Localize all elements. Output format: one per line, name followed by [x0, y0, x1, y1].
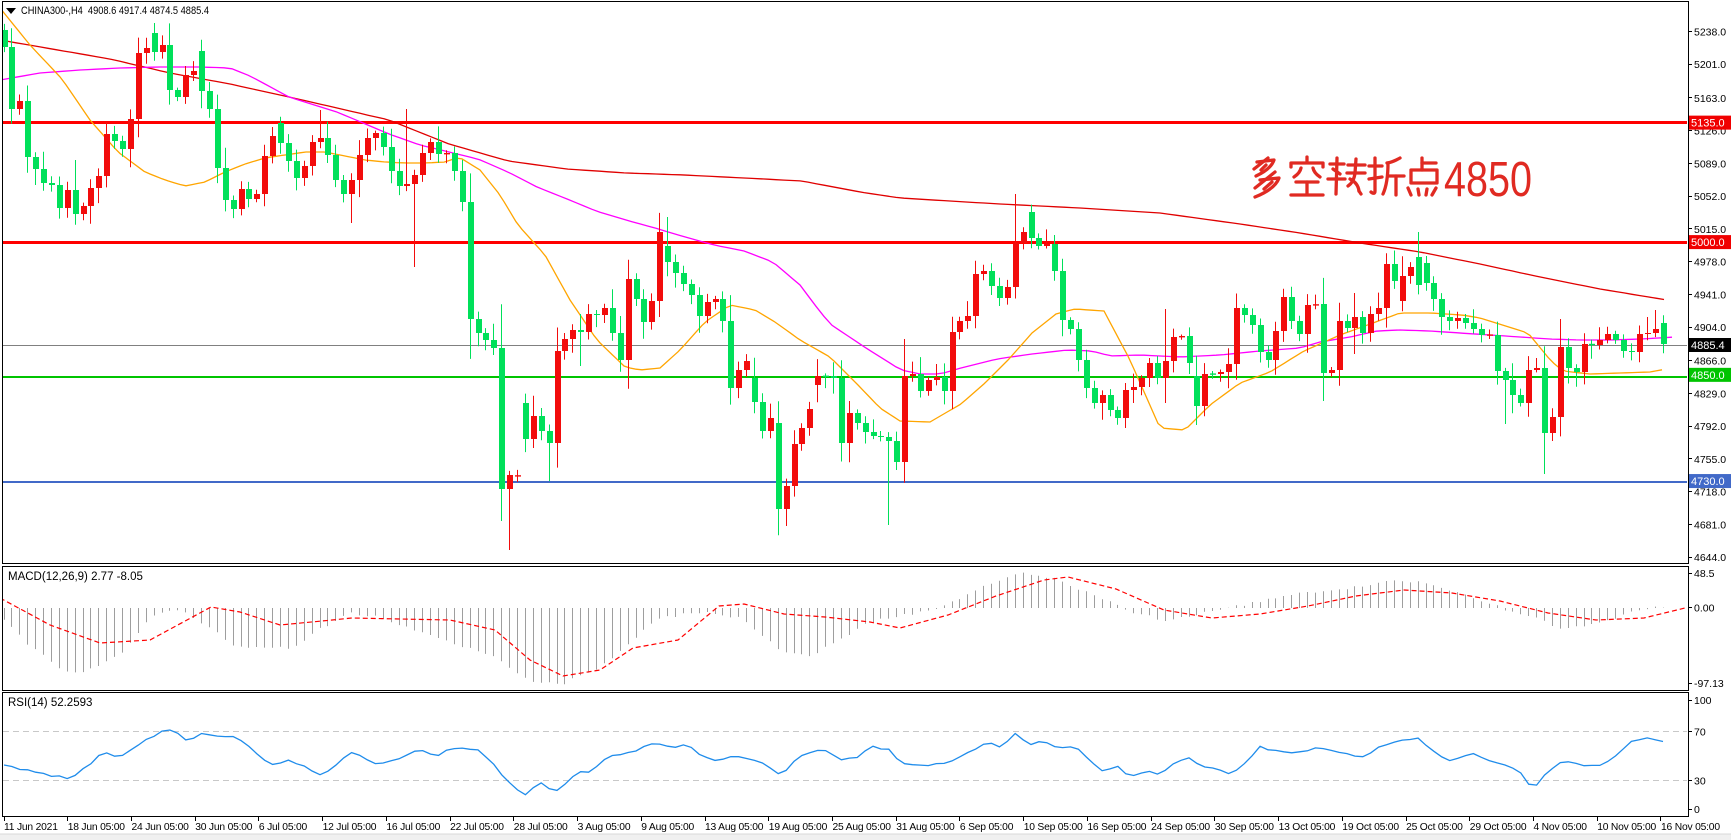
svg-text:10 Sep 05:00: 10 Sep 05:00 — [1024, 822, 1083, 833]
svg-text:19 Oct 05:00: 19 Oct 05:00 — [1342, 822, 1399, 833]
svg-text:30: 30 — [1694, 776, 1706, 788]
svg-text:-97.13: -97.13 — [1694, 678, 1724, 690]
svg-text:6 Jul 05:00: 6 Jul 05:00 — [259, 822, 308, 833]
svg-text:5201.0: 5201.0 — [1694, 59, 1726, 71]
svg-text:RSI(14) 52.2593: RSI(14) 52.2593 — [8, 697, 92, 709]
svg-text:4718.0: 4718.0 — [1694, 487, 1726, 499]
svg-text:3 Aug 05:00: 3 Aug 05:00 — [578, 822, 631, 833]
svg-text:16 Sep 05:00: 16 Sep 05:00 — [1087, 822, 1146, 833]
svg-text:4829.0: 4829.0 — [1694, 388, 1726, 400]
svg-text:5052.0: 5052.0 — [1694, 191, 1726, 203]
svg-text:5163.0: 5163.0 — [1694, 93, 1726, 105]
svg-text:29 Oct 05:00: 29 Oct 05:00 — [1470, 822, 1527, 833]
svg-text:4904.0: 4904.0 — [1694, 322, 1726, 334]
svg-text:22 Jul 05:00: 22 Jul 05:00 — [450, 822, 504, 833]
svg-text:5000.0: 5000.0 — [1691, 237, 1725, 249]
svg-text:4850: 4850 — [1444, 153, 1532, 207]
svg-text:CHINA300-,H4 4908.6 4917.4 48: CHINA300-,H4 4908.6 4917.4 4874.5 4885.4 — [21, 5, 209, 17]
svg-text:24 Jun 05:00: 24 Jun 05:00 — [132, 822, 190, 833]
svg-text:4644.0: 4644.0 — [1694, 552, 1726, 564]
svg-text:24 Sep 05:00: 24 Sep 05:00 — [1151, 822, 1210, 833]
svg-text:5238.0: 5238.0 — [1694, 27, 1726, 39]
svg-text:13 Aug 05:00: 13 Aug 05:00 — [705, 822, 764, 833]
svg-text:0: 0 — [1694, 804, 1700, 816]
svg-text:MACD(12,26,9) 2.77 -8.05: MACD(12,26,9) 2.77 -8.05 — [8, 571, 143, 583]
svg-text:19 Aug 05:00: 19 Aug 05:00 — [769, 822, 828, 833]
svg-text:4681.0: 4681.0 — [1694, 519, 1726, 531]
svg-text:12 Jul 05:00: 12 Jul 05:00 — [323, 822, 377, 833]
svg-text:4850.0: 4850.0 — [1691, 370, 1725, 382]
svg-text:9 Aug 05:00: 9 Aug 05:00 — [641, 822, 694, 833]
svg-text:13 Oct 05:00: 13 Oct 05:00 — [1279, 822, 1336, 833]
svg-text:4941.0: 4941.0 — [1694, 289, 1726, 301]
svg-text:5015.0: 5015.0 — [1694, 224, 1726, 236]
svg-text:4755.0: 4755.0 — [1694, 454, 1726, 466]
svg-text:30 Jun 05:00: 30 Jun 05:00 — [195, 822, 253, 833]
svg-text:4 Nov 05:00: 4 Nov 05:00 — [1534, 822, 1588, 833]
svg-text:16 Jul 05:00: 16 Jul 05:00 — [386, 822, 440, 833]
svg-text:4866.0: 4866.0 — [1694, 356, 1726, 368]
svg-text:18 Jun 05:00: 18 Jun 05:00 — [68, 822, 126, 833]
svg-text:70: 70 — [1694, 727, 1706, 739]
svg-text:6 Sep 05:00: 6 Sep 05:00 — [960, 822, 1014, 833]
svg-text:4885.4: 4885.4 — [1691, 340, 1725, 352]
svg-text:30 Sep 05:00: 30 Sep 05:00 — [1215, 822, 1274, 833]
svg-text:10 Nov 05:00: 10 Nov 05:00 — [1597, 822, 1656, 833]
svg-text:4730.0: 4730.0 — [1691, 476, 1725, 488]
svg-text:5089.0: 5089.0 — [1694, 158, 1726, 170]
svg-text:4978.0: 4978.0 — [1694, 257, 1726, 269]
svg-text:31 Aug 05:00: 31 Aug 05:00 — [896, 822, 955, 833]
svg-text:4792.0: 4792.0 — [1694, 421, 1726, 433]
svg-text:5135.0: 5135.0 — [1691, 118, 1725, 130]
svg-text:25 Oct 05:00: 25 Oct 05:00 — [1406, 822, 1463, 833]
svg-text:100: 100 — [1694, 695, 1712, 707]
svg-text:0.00: 0.00 — [1694, 603, 1715, 615]
svg-text:11 Jun 2021: 11 Jun 2021 — [4, 822, 58, 833]
svg-text:28 Jul 05:00: 28 Jul 05:00 — [514, 822, 568, 833]
svg-text:25 Aug 05:00: 25 Aug 05:00 — [833, 822, 892, 833]
svg-text:16 Nov 05:00: 16 Nov 05:00 — [1661, 822, 1720, 833]
svg-text:48.5: 48.5 — [1694, 568, 1715, 580]
